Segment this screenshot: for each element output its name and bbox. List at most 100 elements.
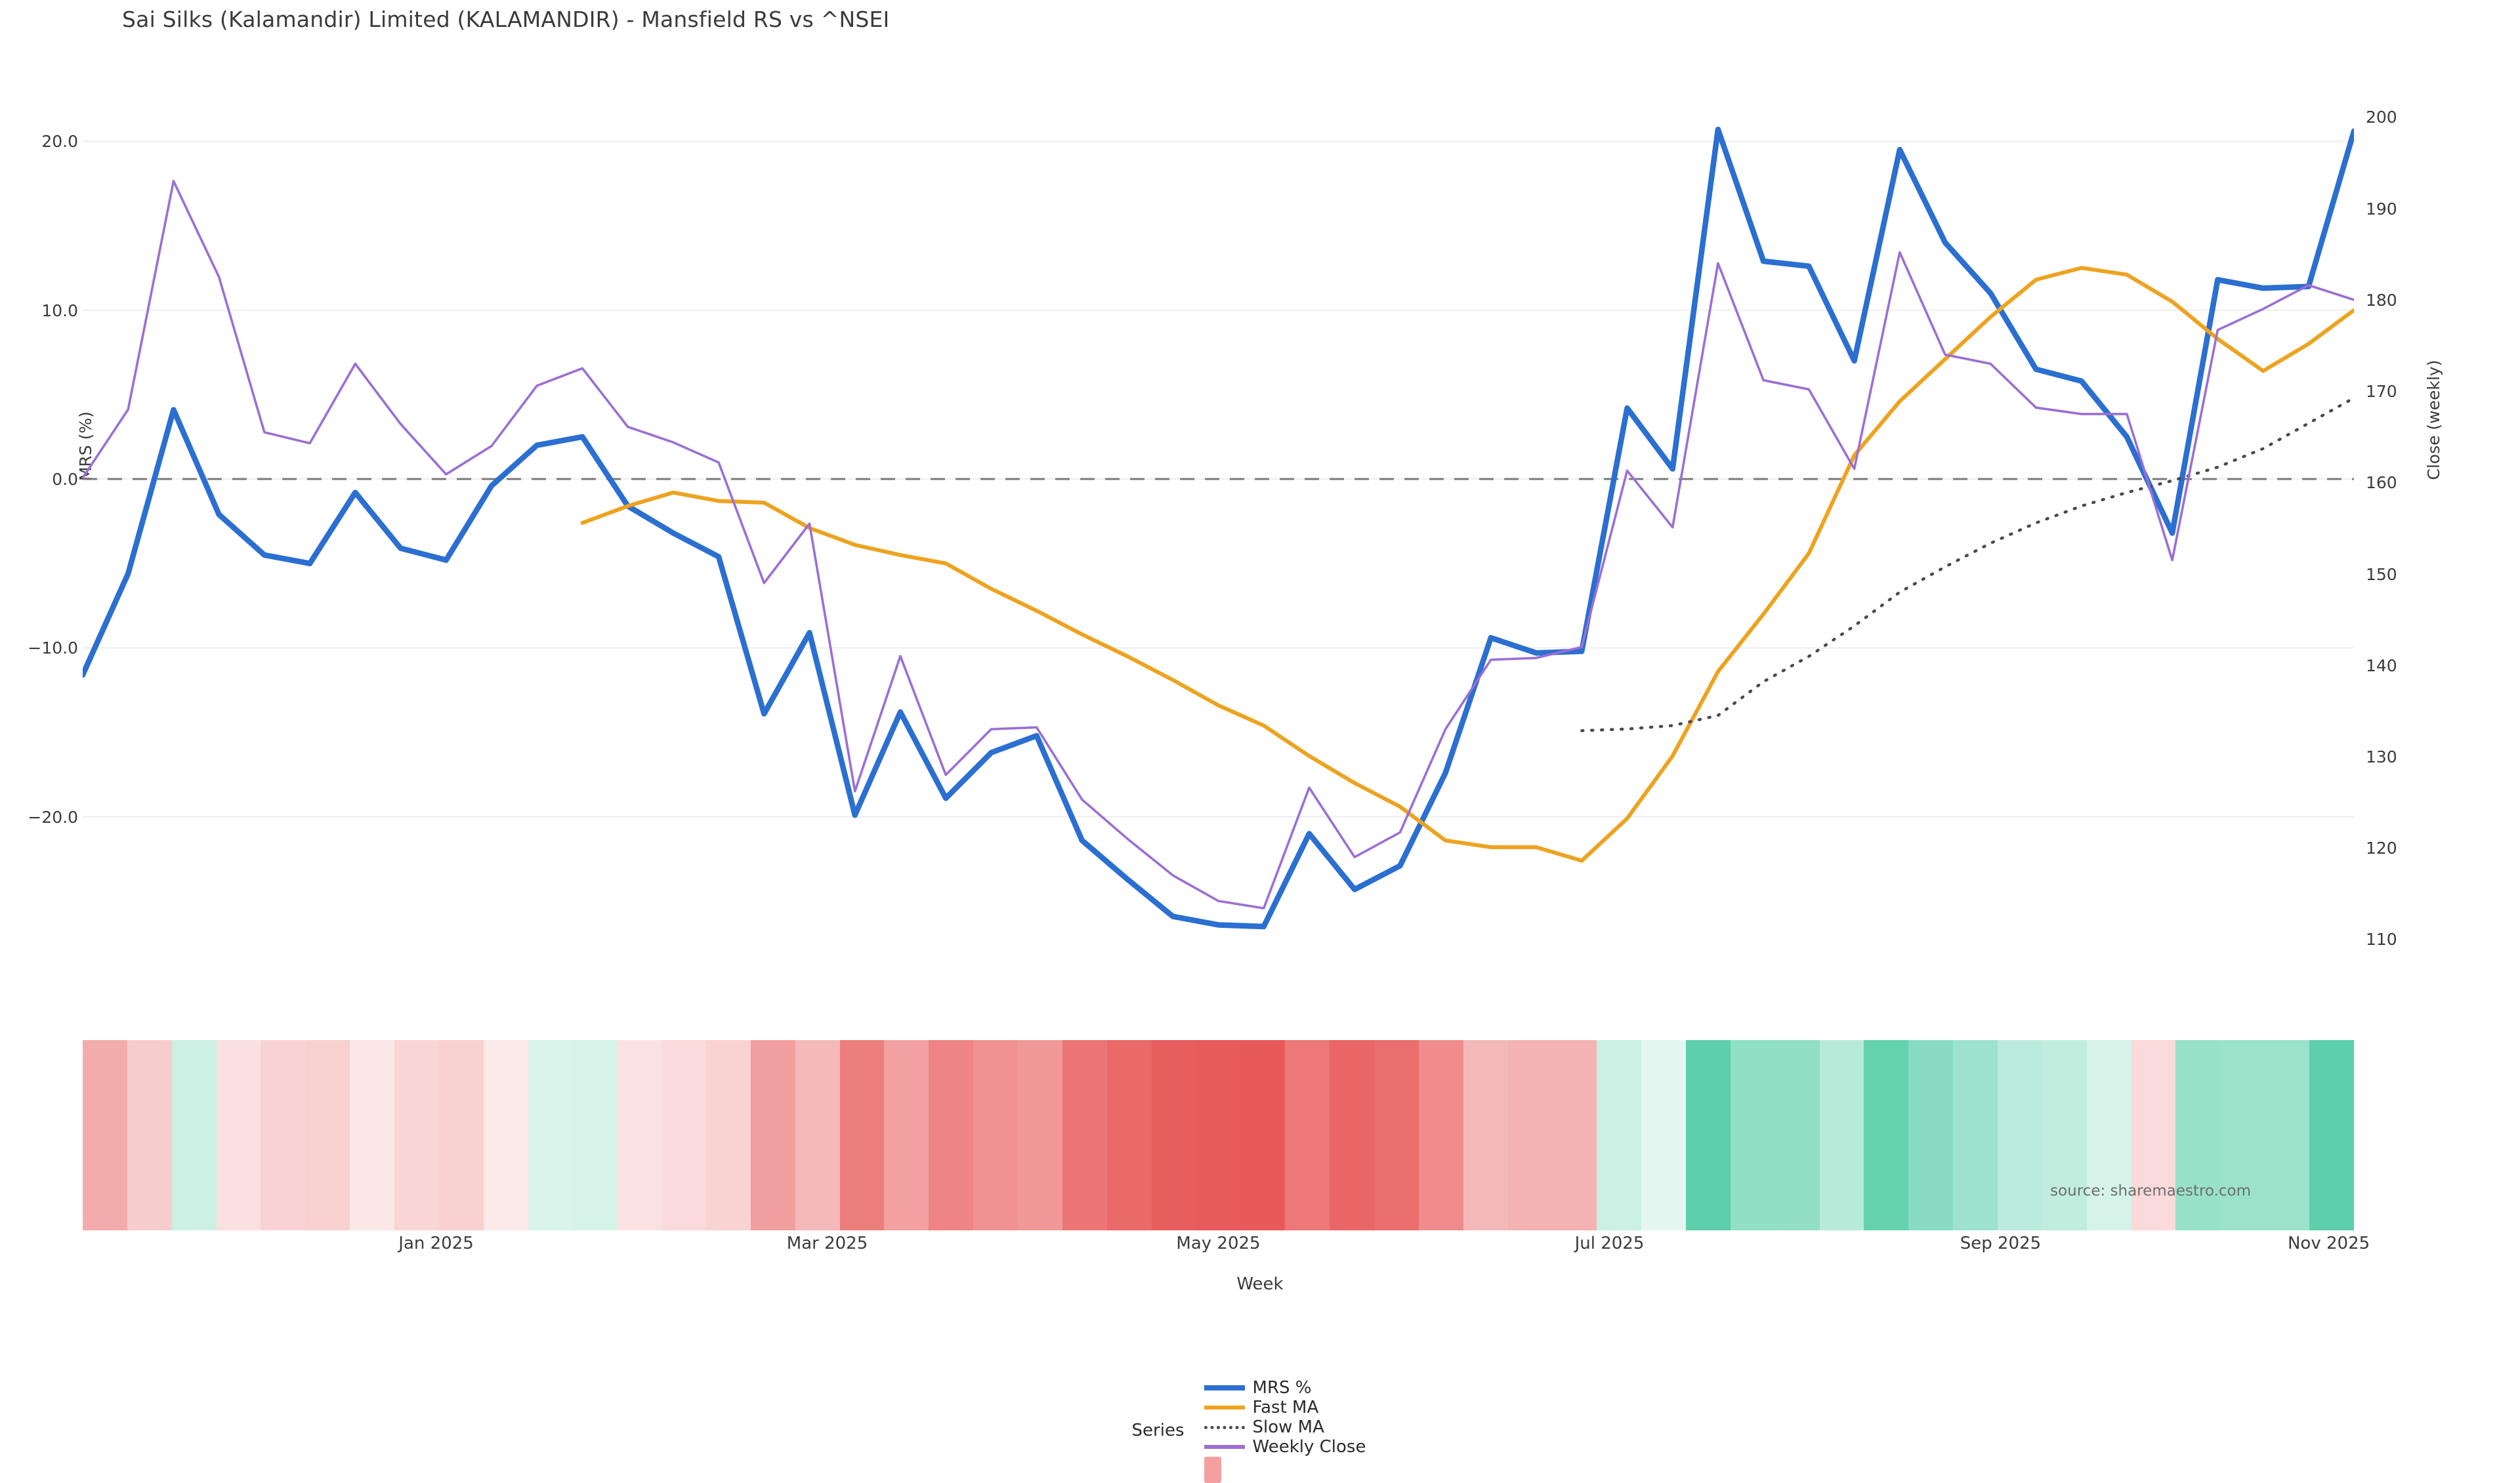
- heatmap-cell: [1463, 1040, 1508, 1230]
- chart-legend: Series MRS % Fast MA Slow MA Weekly Close: [0, 1378, 2520, 1483]
- heatmap-cell: [1997, 1040, 2042, 1230]
- heatmap-cell: [350, 1040, 395, 1230]
- heatmap-cell: [1062, 1040, 1107, 1230]
- x-tick: Nov 2025: [2287, 1234, 2370, 1253]
- heatmap-cell: [1285, 1040, 1330, 1230]
- series-line-weekly-close: [83, 180, 2354, 909]
- x-tick: May 2025: [1176, 1234, 1261, 1253]
- x-tick: Mar 2025: [786, 1234, 868, 1253]
- legend-swatch-line: [1204, 1406, 1245, 1410]
- heatmap-cell: [438, 1040, 484, 1230]
- mrs-heatmap-strip: [83, 1040, 2354, 1230]
- heatmap-cell: [1908, 1040, 1954, 1230]
- y-tick-right: 190: [2366, 199, 2397, 219]
- heatmap-cell: [1730, 1040, 1775, 1230]
- heatmap-cell: [1240, 1040, 1286, 1230]
- heatmap-cell: [1953, 1040, 1998, 1230]
- series-line-fast-ma: [580, 266, 2354, 863]
- y-tick-right: 170: [2366, 382, 2397, 402]
- x-tick: Jan 2025: [398, 1234, 474, 1253]
- heatmap-cell: [127, 1040, 172, 1230]
- heatmap-cell: [483, 1040, 528, 1230]
- legend-swatch-line: [1204, 1385, 1245, 1390]
- heatmap-cell: [1507, 1040, 1553, 1230]
- series-line-slow-ma: [1580, 396, 2354, 732]
- legend-item[interactable]: Fast MA: [1204, 1398, 1366, 1417]
- heatmap-cell: [528, 1040, 573, 1230]
- heatmap-cell: [216, 1040, 261, 1230]
- heatmap-cell: [2220, 1040, 2265, 1230]
- x-tick: Jul 2025: [1574, 1234, 1645, 1253]
- legend-title: Series: [1131, 1421, 1185, 1440]
- heatmap-cell: [706, 1040, 751, 1230]
- heatmap-cell: [617, 1040, 662, 1230]
- legend-item[interactable]: Slow MA: [1204, 1417, 1366, 1437]
- heatmap-cell: [2309, 1040, 2354, 1230]
- y-tick-left: −10.0: [28, 638, 78, 658]
- plot-svg: [83, 126, 2354, 930]
- y-tick-right: 180: [2366, 290, 2397, 310]
- heatmap-cell: [839, 1040, 885, 1230]
- series-lines: [83, 126, 2354, 930]
- heatmap-cell: [1418, 1040, 1463, 1230]
- legend-item[interactable]: [1204, 1457, 1366, 1483]
- legend-swatch-line: [1204, 1425, 1245, 1429]
- y-tick-left: 0.0: [52, 469, 78, 489]
- legend-items: MRS % Fast MA Slow MA Weekly Close: [1204, 1378, 1389, 1483]
- legend-label: Weekly Close: [1252, 1437, 1366, 1457]
- legend-label: MRS %: [1252, 1378, 1312, 1398]
- y-tick-right: 110: [2366, 930, 2397, 950]
- heatmap-cell: [305, 1040, 350, 1230]
- heatmap-cell: [1196, 1040, 1241, 1230]
- heatmap-cell: [1597, 1040, 1642, 1230]
- y-tick-left: 10.0: [41, 301, 78, 320]
- heatmap-cell: [1864, 1040, 1909, 1230]
- heatmap-cell: [1685, 1040, 1731, 1230]
- heatmap-cell: [662, 1040, 707, 1230]
- y-axis-right-label: Close (weekly): [2424, 360, 2443, 480]
- y-tick-right: 140: [2366, 656, 2397, 675]
- y-tick-left: 20.0: [41, 132, 78, 152]
- y-tick-right: 160: [2366, 473, 2397, 493]
- chart-canvas: Sai Silks (Kalamandir) Limited (KALAMAND…: [28, 7, 2443, 1483]
- heatmap-cell: [1151, 1040, 1196, 1230]
- heatmap-cell: [171, 1040, 217, 1230]
- heatmap-cell: [83, 1040, 127, 1230]
- heatmap-cell: [1819, 1040, 1864, 1230]
- heatmap-cell: [1774, 1040, 1820, 1230]
- heatmap-cell: [795, 1040, 840, 1230]
- heatmap-cell: [572, 1040, 618, 1230]
- heatmap-cell: [929, 1040, 974, 1230]
- y-tick-right: 200: [2366, 108, 2397, 127]
- legend-swatch-heatmap: [1204, 1457, 1221, 1483]
- legend-label: Fast MA: [1252, 1398, 1319, 1417]
- heatmap-cell: [1330, 1040, 1374, 1230]
- heatmap-cell: [394, 1040, 439, 1230]
- heatmap-cell: [973, 1040, 1018, 1230]
- heatmap-cell: [750, 1040, 795, 1230]
- y-tick-right: 120: [2366, 839, 2397, 858]
- source-watermark: source: sharemaestro.com: [2050, 1182, 2251, 1200]
- heatmap-cell: [2086, 1040, 2132, 1230]
- x-tick: Sep 2025: [1960, 1234, 2042, 1253]
- chart-title: Sai Silks (Kalamandir) Limited (KALAMAND…: [122, 7, 890, 32]
- legend-item[interactable]: MRS %: [1204, 1378, 1366, 1398]
- heatmap-cell: [2175, 1040, 2221, 1230]
- y-tick-right: 130: [2366, 747, 2397, 767]
- legend-label: Slow MA: [1252, 1417, 1324, 1437]
- x-axis-label: Week: [1236, 1274, 1284, 1294]
- y-tick-right: 150: [2366, 564, 2397, 584]
- heatmap-cell: [2042, 1040, 2087, 1230]
- legend-swatch-line: [1204, 1445, 1245, 1449]
- plot-area: [83, 79, 2354, 994]
- heatmap-cell: [2265, 1040, 2309, 1230]
- heatmap-cell: [1641, 1040, 1686, 1230]
- heatmap-cell: [1552, 1040, 1597, 1230]
- heatmap-cell: [884, 1040, 929, 1230]
- heatmap-cell: [261, 1040, 306, 1230]
- heatmap-cell: [1374, 1040, 1419, 1230]
- y-tick-left: −20.0: [28, 807, 78, 827]
- heatmap-cell: [2131, 1040, 2176, 1230]
- legend-item[interactable]: Weekly Close: [1204, 1437, 1366, 1457]
- heatmap-cell: [1106, 1040, 1152, 1230]
